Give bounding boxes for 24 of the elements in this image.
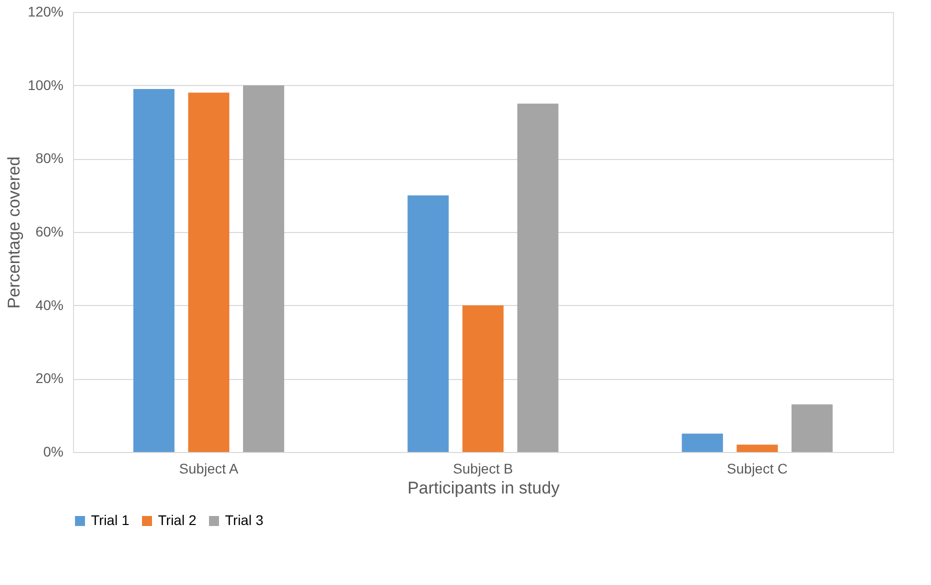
legend-label: Trial 3 xyxy=(225,512,264,528)
y-tick-label: 0% xyxy=(43,444,64,460)
bar xyxy=(462,305,504,452)
bar xyxy=(133,89,174,452)
bar xyxy=(792,404,833,452)
bar xyxy=(682,434,723,452)
y-axis-title: Percentage covered xyxy=(4,156,24,309)
bar xyxy=(188,92,230,452)
bar xyxy=(243,85,284,452)
bar xyxy=(517,104,558,452)
y-tick-label: 100% xyxy=(28,76,64,93)
y-tick-label: 80% xyxy=(35,150,64,166)
x-tick-label: Subject C xyxy=(726,460,788,476)
bar xyxy=(736,444,778,452)
legend-label: Trial 2 xyxy=(158,512,197,528)
y-tick-label: 120% xyxy=(28,4,64,20)
bar xyxy=(408,195,449,452)
x-tick-label: Subject A xyxy=(179,460,239,476)
y-tick-label: 40% xyxy=(35,296,64,313)
x-tick-label: Subject B xyxy=(453,460,513,476)
y-tick-label: 60% xyxy=(35,224,64,240)
y-tick-label: 20% xyxy=(35,370,64,386)
x-axis-title: Participants in study xyxy=(407,478,560,498)
legend-label: Trial 1 xyxy=(91,512,130,528)
